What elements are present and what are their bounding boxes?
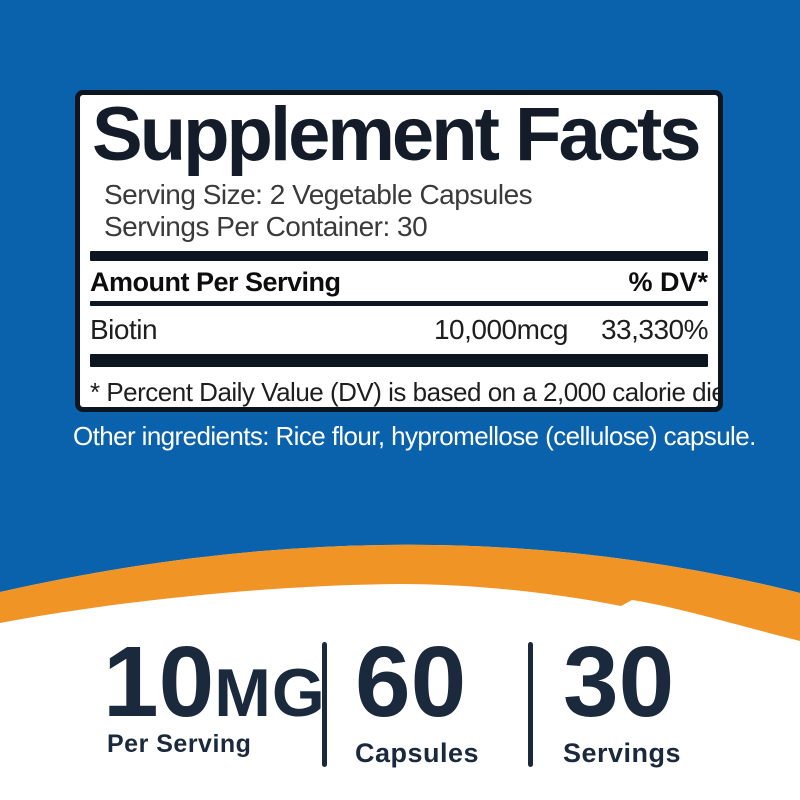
table-row: Biotin 10,000mcg 33,330% [90,314,709,346]
thick-rule-top [90,251,708,262]
capsules-label: Capsules [355,738,480,768]
nutrient-amount: 10,000mcg [433,314,569,346]
thick-rule-bottom [90,354,708,368]
bottom-stats-bar: 10MG Per Serving 60 Capsules 30 Servings [0,626,800,769]
swoosh-brush-crack [402,586,432,599]
thin-rule [90,301,708,307]
serving-info: Serving Size: 2 Vegetable Capsules Servi… [104,179,708,243]
stats-divider [528,642,533,767]
amount-per-serving-header: Amount Per Serving [90,267,341,298]
supplement-facts-panel: Supplement Facts Serving Size: 2 Vegetab… [75,90,723,412]
orange-swoosh-shape [0,544,800,641]
stats-divider [322,642,327,767]
serving-size-text: Serving Size: 2 Vegetable Capsules [104,179,533,211]
dose-number: 10 [103,626,215,738]
servings-label: Servings [563,738,682,768]
other-ingredients-text: Other ingredients: Rice flour, hypromell… [73,421,756,451]
nutrient-dv-percent: 33,330% [600,314,709,346]
servings-per-container-text: Servings Per Container: 30 [104,211,428,243]
panel-title: Supplement Facts [92,92,702,177]
dv-footnote: * Percent Daily Value (DV) is based on a… [90,377,723,408]
dose-unit: MG [214,655,326,731]
servings-number: 30 [563,626,675,738]
stat-dose: 10MG Per Serving [103,632,325,759]
stat-servings: 30 Servings [563,626,763,769]
table-header-row: Amount Per Serving % DV* [90,267,708,298]
stat-capsules: 60 Capsules [355,626,500,769]
nutrient-name: Biotin [90,314,158,346]
capsules-number: 60 [355,626,467,738]
dose-label: Per Serving [107,730,252,758]
percent-dv-header: % DV* [628,267,708,298]
dose-value: 10MG [103,632,326,732]
